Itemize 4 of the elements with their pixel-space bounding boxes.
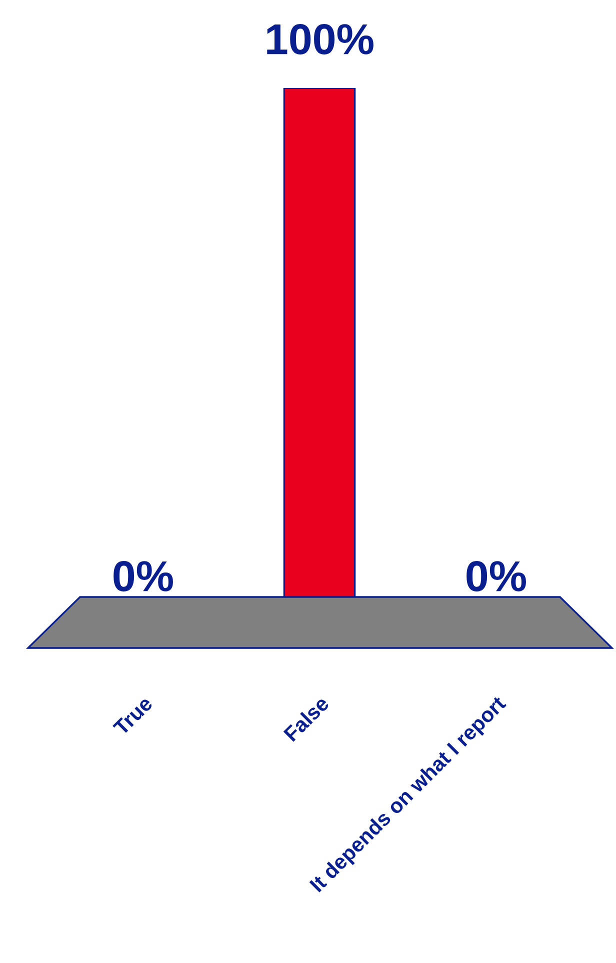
data-label: 0% <box>114 561 173 592</box>
data-label: 0% <box>466 561 526 592</box>
x-tick-label: True <box>112 695 154 736</box>
data-label: 100% <box>267 24 374 54</box>
